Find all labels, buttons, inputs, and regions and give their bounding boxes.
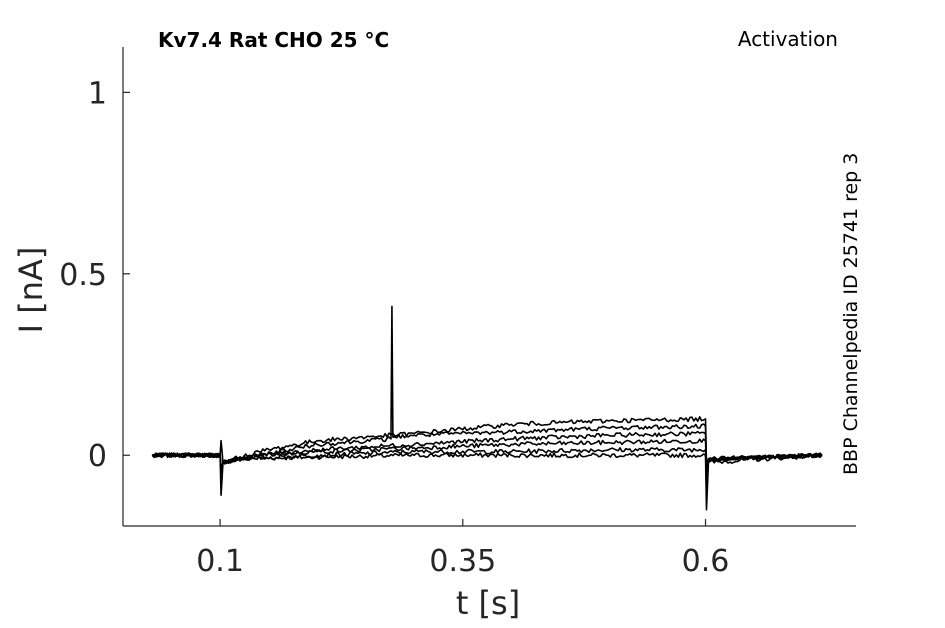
- series-trace-4: [152, 430, 823, 471]
- y-axis-label: I [nA]: [12, 247, 50, 334]
- x-axis-label: t [s]: [456, 584, 520, 622]
- x-tick-label: 0.6: [682, 544, 730, 579]
- axes-layer: 0.1 0.35 0.6 0 0.5 1: [59, 47, 856, 579]
- y-tick-label: 0: [88, 439, 107, 474]
- x-tick-label: 0.1: [196, 544, 244, 579]
- protocol-label: Activation: [738, 27, 838, 51]
- series-trace-2: [152, 439, 823, 493]
- series-trace-1: [151, 452, 823, 511]
- y-tick-label: 0.5: [59, 258, 107, 293]
- series-layer: [151, 305, 823, 511]
- chart-title: Kv7.4 Rat CHO 25 °C: [158, 28, 389, 52]
- label-layer: Kv7.4 Rat CHO 25 °C Activation BBP Chann…: [12, 27, 862, 622]
- side-label: BBP Channelpedia ID 25741 rep 3: [840, 153, 862, 475]
- series-trace-6: [152, 305, 823, 471]
- y-tick-label: 1: [88, 76, 107, 111]
- x-tick-label: 0.35: [429, 544, 496, 579]
